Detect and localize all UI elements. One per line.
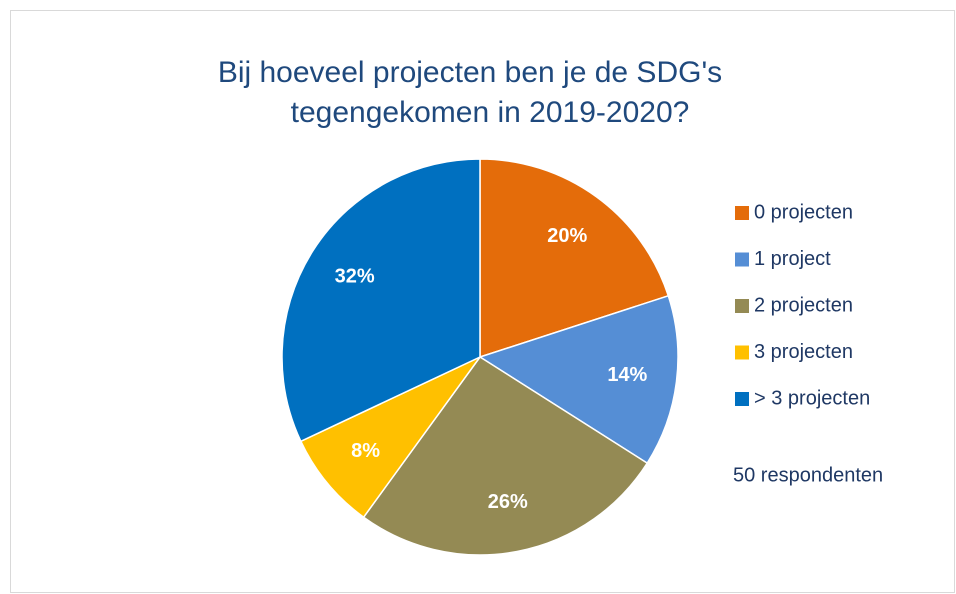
data-label: 32% (335, 266, 375, 288)
legend-swatch (735, 345, 749, 360)
legend-label: 2 projecten (754, 294, 853, 316)
legend-swatch (735, 392, 749, 406)
data-label: 26% (488, 491, 528, 513)
data-label: 14% (607, 364, 647, 386)
legend-label: 1 project (754, 248, 831, 270)
legend-label: > 3 projecten (754, 387, 870, 409)
pie-slice (478, 294, 679, 465)
chart-title: Bij hoeveel projecten ben je de SDG's (218, 56, 722, 89)
legend-swatch (735, 206, 749, 220)
chart-title: tegengekomen in 2019-2020? (291, 96, 690, 129)
legend-swatch (735, 299, 749, 313)
legend-label: 3 projecten (754, 341, 853, 363)
legend-swatch (735, 252, 749, 267)
pie-slice (281, 158, 481, 443)
data-label: 8% (351, 440, 380, 462)
annotation: 50 respondenten (733, 464, 883, 486)
pie-slice (362, 355, 649, 556)
pie-slice (299, 356, 481, 519)
legend-label: 0 projecten (754, 201, 853, 223)
data-label: 20% (547, 225, 587, 247)
pie-slice (479, 158, 670, 359)
